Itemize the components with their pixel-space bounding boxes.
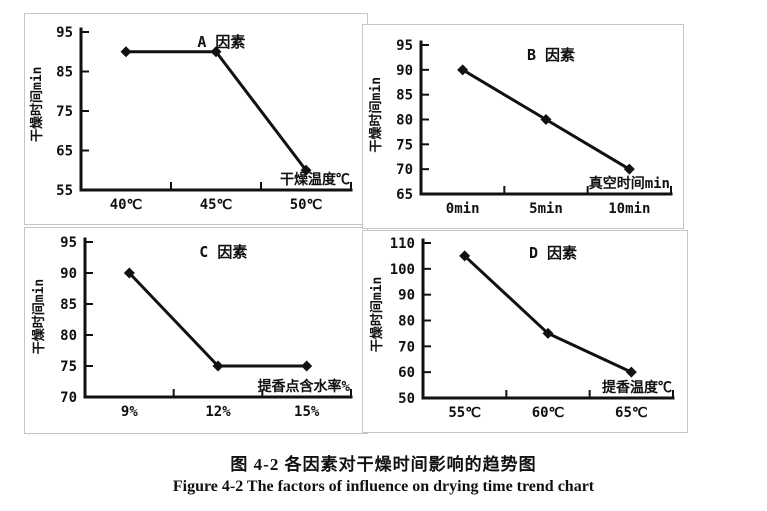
data-point-marker [459, 250, 471, 262]
chart-panel-d: 50 60 70 80 90 100 110 55℃ 60℃ 65℃ D 因素提香温度℃ 干燥时间mi… [362, 230, 688, 433]
y-axis-label: 干燥时间min [368, 77, 384, 152]
y-tick-label: 50 [398, 391, 415, 407]
y-tick-label: 90 [398, 288, 415, 304]
y-tick-label: 95 [396, 38, 413, 54]
x-tick-label: 15% [294, 404, 320, 420]
y-tick-label: 85 [56, 65, 73, 81]
trend-line [128, 271, 307, 368]
x-tick-label: 65℃ [615, 405, 648, 421]
y-tick-label: 95 [56, 25, 73, 41]
x-tick-label: 60℃ [532, 405, 565, 421]
chart-title: A 因素 [197, 33, 245, 51]
y-axis-label: 干燥时间min [369, 277, 385, 352]
data-point-marker [540, 114, 552, 125]
x-tick-label: 45℃ [200, 197, 233, 213]
data-point-marker [542, 327, 554, 339]
chart-panel-b: 65 70 75 80 85 90 95 0min 5min 10min B 因素真空时间min 干燥… [362, 24, 684, 229]
trend-line [126, 50, 308, 172]
y-tick-label: 65 [396, 187, 413, 203]
y-tick-label: 90 [60, 266, 77, 282]
chart-title: C 因素 [199, 243, 247, 261]
y-tick-label: 95 [60, 235, 77, 251]
y-tick-label: 85 [396, 88, 413, 104]
y-tick-label: 70 [396, 162, 413, 178]
x-tick-label: 40℃ [110, 197, 143, 213]
data-point-marker [120, 46, 132, 58]
x-tick-label: 9% [121, 404, 138, 420]
y-tick-label: 110 [390, 236, 415, 252]
y-tick-label: 80 [398, 314, 415, 330]
figure-caption-zh: 图 4-2 各因素对干燥时间影响的趋势图 [230, 455, 537, 474]
data-point-marker [212, 360, 224, 372]
data-point-marker [300, 164, 312, 176]
y-tick-label: 75 [396, 137, 413, 153]
figure-caption-en: Figure 4-2 The factors of influence on d… [172, 478, 595, 495]
x-tick-label: 55℃ [448, 405, 481, 421]
y-tick-label: 60 [398, 365, 415, 381]
y-axis-label: 干燥时间min [31, 279, 47, 354]
y-tick-label: 85 [60, 297, 77, 313]
x-axis-label: 提香点含水率% [258, 378, 351, 395]
y-tick-label: 80 [60, 328, 77, 344]
data-point-marker [210, 46, 222, 58]
y-tick-label: 75 [56, 104, 73, 120]
x-tick-label: 10min [608, 201, 650, 217]
x-axis-label: 真空时间min [589, 175, 670, 192]
x-axis-label: 干燥温度℃ [280, 171, 350, 188]
trend-line [463, 254, 632, 374]
chart-panel-a: 55 65 75 85 95 40℃ 45℃ 50℃ A 因素干燥温度℃ 干燥时间min [24, 13, 368, 225]
y-tick-label: 70 [60, 390, 77, 406]
x-axis-label: 提香温度℃ [602, 379, 672, 396]
data-point-marker [457, 64, 469, 76]
data-point-marker [625, 366, 637, 378]
x-tick-label: 50℃ [290, 197, 323, 213]
chart-title: D 因素 [529, 244, 577, 262]
y-tick-label: 80 [396, 113, 413, 129]
x-tick-label: 12% [205, 404, 231, 420]
x-tick-label: 5min [529, 201, 563, 217]
y-tick-label: 75 [60, 359, 77, 375]
y-axis-label: 干燥时间min [29, 66, 45, 141]
data-point-marker [623, 163, 635, 175]
y-tick-label: 55 [56, 183, 73, 199]
x-tick-label: 0min [446, 201, 480, 217]
chart-title: B 因素 [527, 46, 575, 64]
y-tick-label: 100 [390, 262, 415, 278]
chart-panel-c: 70 75 80 85 90 95 9% 12% 15% C 因素提香点含水率% 干燥时间min [24, 227, 368, 434]
y-tick-label: 90 [396, 63, 413, 79]
y-tick-label: 70 [398, 339, 415, 355]
data-point-marker [301, 360, 313, 372]
y-tick-label: 65 [56, 144, 73, 160]
data-point-marker [123, 267, 135, 279]
